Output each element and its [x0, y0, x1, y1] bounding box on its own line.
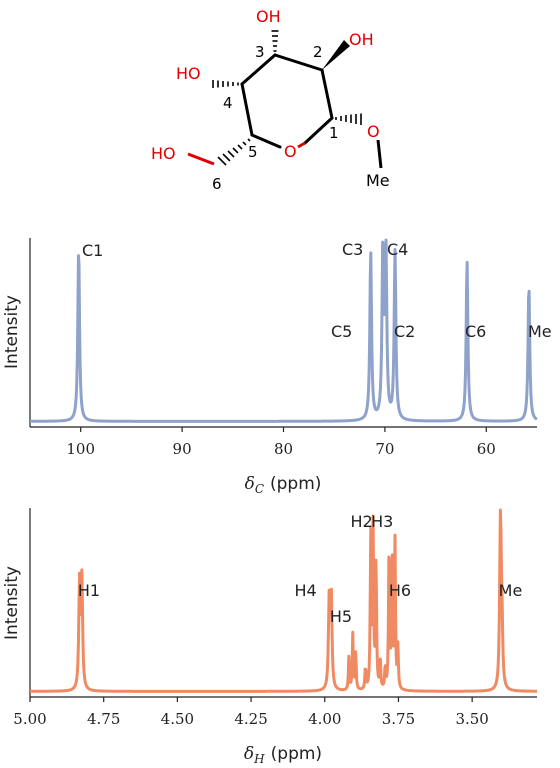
- c-x-tick-label: 90: [173, 440, 192, 458]
- carbon-x-label-symbol: δ: [245, 474, 255, 494]
- carbon-spectrum-trace: [29, 238, 538, 423]
- atom-ring-o: O: [284, 142, 297, 161]
- h-x-tick-label: 3.75: [382, 710, 415, 728]
- c-x-tick-label: 70: [375, 440, 394, 458]
- carbon-number-1: 1: [329, 124, 339, 142]
- carbon-x-label-subscript: C: [255, 482, 264, 496]
- atom-ho6: HO: [151, 144, 176, 163]
- hash-c5-c6: [217, 138, 251, 166]
- proton-x-label-unit: (ppm): [271, 744, 322, 764]
- peak-label-c6: C6: [465, 322, 486, 341]
- atom-oh4: HO: [176, 64, 201, 83]
- proton-spectrum-trace: [29, 508, 538, 693]
- peak-label-c2: C2: [394, 322, 415, 341]
- carbon-x-ticks: 100 90 80 70 60: [66, 427, 496, 458]
- bond-c6-ho: [187, 152, 215, 166]
- carbon-number-4: 4: [223, 94, 233, 112]
- peak-label-c4: C4: [387, 240, 408, 259]
- peak-label-h2: H2: [351, 512, 373, 531]
- hash-c1-o: [335, 113, 362, 125]
- carbon-x-label: δC (ppm): [245, 474, 322, 496]
- carbon-number-2: 2: [313, 43, 323, 61]
- bond-o1-me: [376, 139, 383, 169]
- carbon-nmr-chart: 100 90 80 70 60 C1 C3 C5 C2 C4 C6 Me Intensity δC (…: [2, 238, 552, 496]
- peak-label-c5: C5: [331, 322, 352, 341]
- peak-label-h4: H4: [294, 581, 316, 600]
- atom-o1: O: [367, 122, 380, 141]
- c-x-tick-label: 100: [66, 440, 95, 458]
- h-x-tick-label: 4.75: [87, 710, 120, 728]
- hash-c3-oh: [271, 30, 279, 52]
- c-x-tick-label: 60: [477, 440, 496, 458]
- carbon-peak-labels: C1 C3 C5 C2 C4 C6 Me: [82, 240, 552, 341]
- wedge-c2-oh: [322, 40, 350, 70]
- peak-label-h3: H3: [371, 512, 393, 531]
- h-x-tick-label: 4.50: [161, 710, 194, 728]
- proton-x-label-subscript: H: [253, 752, 265, 766]
- carbon-number-6: 6: [212, 175, 222, 193]
- peak-label-me: Me: [528, 322, 552, 341]
- carbon-x-label-unit: (ppm): [270, 474, 321, 494]
- peak-label-c1: C1: [82, 241, 103, 260]
- peak-label-h5: H5: [330, 607, 352, 626]
- proton-x-ticks: 5.00 4.75 4.50 4.25 4.00 3.75 3.50: [13, 697, 489, 728]
- peak-label-c3: C3: [342, 240, 363, 259]
- proton-y-label: Intensity: [2, 566, 22, 640]
- peak-label-h1: H1: [78, 581, 100, 600]
- atom-oh2: OH: [349, 30, 374, 49]
- atom-oh3: OH: [256, 7, 281, 26]
- h-x-tick-label: 4.00: [308, 710, 341, 728]
- molecule-structure: OH OH HO HO O O Me 1 2 3 4 5 6: [151, 7, 390, 193]
- carbon-number-3: 3: [255, 43, 265, 61]
- peak-label-me: Me: [499, 581, 523, 600]
- atom-me: Me: [366, 171, 390, 190]
- h-x-tick-label: 4.25: [234, 710, 267, 728]
- ring-bonds: [240, 53, 334, 149]
- hash-c4-oh: [212, 80, 239, 88]
- proton-x-label-symbol: δ: [244, 744, 254, 764]
- proton-x-label: δH (ppm): [244, 744, 322, 766]
- peak-label-h6: H6: [389, 581, 411, 600]
- carbon-number-5: 5: [248, 143, 258, 161]
- c-x-tick-label: 80: [274, 440, 293, 458]
- proton-nmr-chart: 5.00 4.75 4.50 4.25 4.00 3.75 3.50 H1 H4H5H2H3H…: [2, 508, 538, 766]
- carbon-y-label: Intensity: [2, 295, 22, 369]
- h-x-tick-label: 5.00: [13, 710, 46, 728]
- ring-o-bond-right: [297, 141, 306, 149]
- h-x-tick-label: 3.50: [455, 710, 488, 728]
